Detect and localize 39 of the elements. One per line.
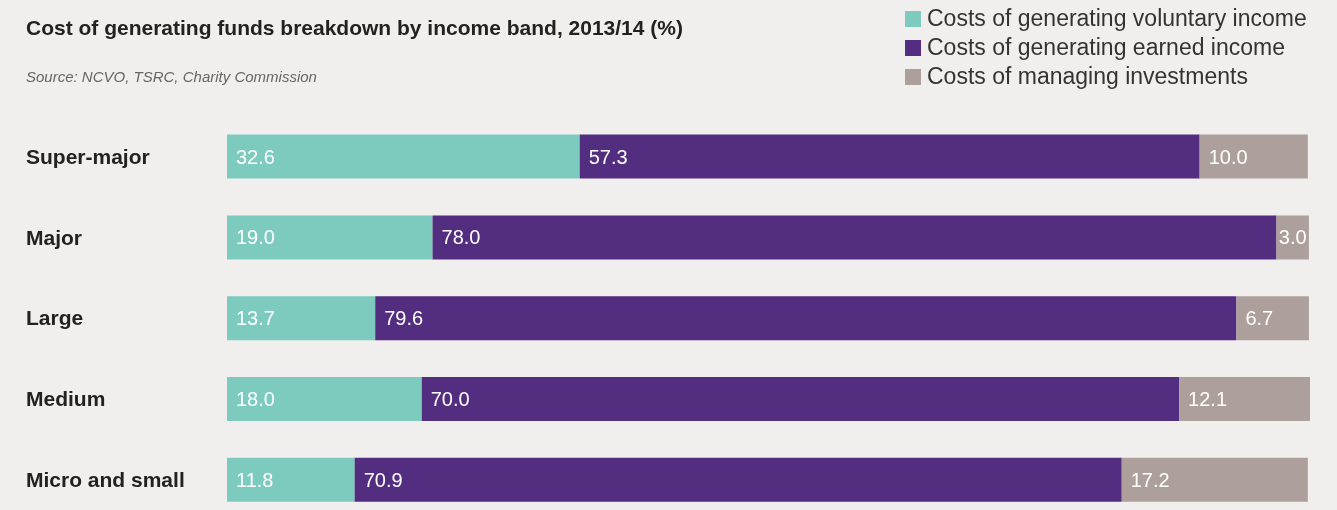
legend-label: Costs of generating earned income — [927, 33, 1285, 62]
y-tick-label: Super-major — [26, 144, 150, 168]
bar — [421, 376, 1180, 421]
bar — [432, 215, 1277, 260]
bar — [227, 134, 580, 179]
data-label: 6.7 — [1245, 307, 1274, 330]
source-note: Source: NCVO, TSRC, Charity Commission — [26, 68, 317, 85]
bar — [227, 215, 433, 260]
bar — [227, 457, 355, 502]
y-tick-label: Major — [26, 225, 83, 249]
data-label: 13.7 — [236, 307, 275, 330]
bar — [227, 376, 422, 421]
chart-title: Cost of generating funds breakdown by income band, 2013/14 (%) — [26, 16, 683, 40]
y-tick-label: Medium — [26, 387, 106, 411]
bar — [579, 134, 1200, 179]
data-label: 18.0 — [236, 387, 275, 410]
y-tick-label: Micro and small — [26, 467, 185, 491]
data-label: 11.8 — [236, 468, 274, 491]
bar — [1199, 134, 1308, 179]
data-label: 17.2 — [1130, 468, 1170, 491]
data-label: 32.6 — [236, 145, 275, 168]
bar — [375, 296, 1237, 341]
data-label: 79.6 — [384, 307, 424, 330]
data-label: 19.0 — [236, 226, 275, 249]
y-tick-label: Large — [26, 306, 84, 330]
bar — [227, 296, 376, 341]
data-label: 70.9 — [363, 468, 403, 491]
bar — [1179, 376, 1310, 421]
legend-label: Costs of generating voluntary income — [927, 4, 1307, 33]
data-label: 57.3 — [588, 145, 628, 168]
legend-label: Costs of managing investments — [927, 62, 1248, 91]
data-label: 12.1 — [1188, 387, 1228, 410]
data-label: 3.0 — [1278, 226, 1307, 249]
data-label: 78.0 — [441, 226, 481, 249]
data-label: 70.0 — [430, 387, 470, 410]
bar — [1236, 296, 1309, 341]
data-label: 10.0 — [1208, 145, 1248, 168]
bar — [354, 457, 1122, 502]
bar — [1121, 457, 1308, 502]
